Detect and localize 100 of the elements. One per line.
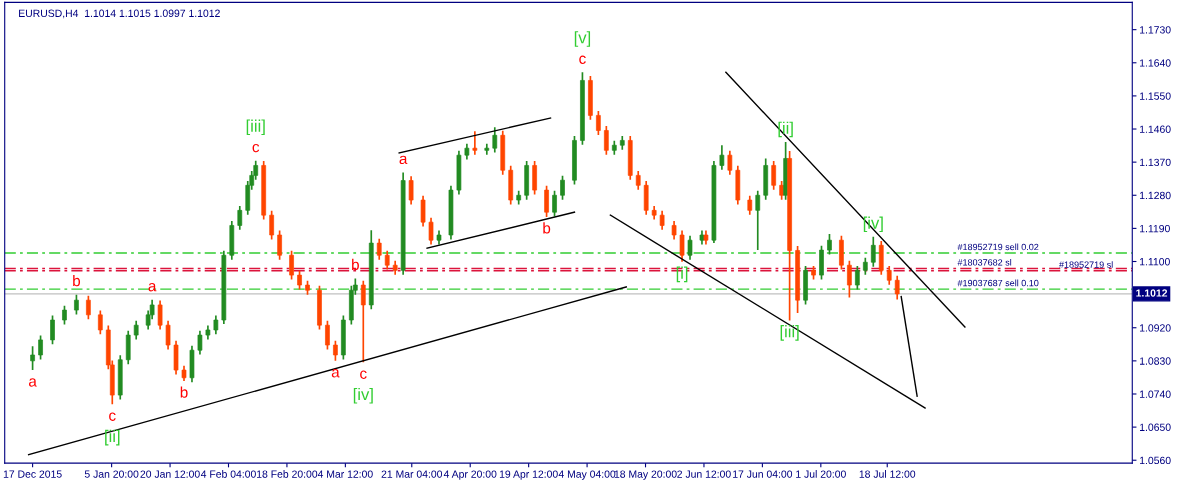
y-tick-label: 1.1370	[1140, 158, 1171, 167]
candlestick	[870, 236, 876, 268]
candlestick	[197, 329, 203, 356]
x-tick-label: 17 Jun 04:00	[733, 470, 793, 478]
x-tick-label: 1 Jul 20:00	[796, 470, 846, 478]
annotation: [i]	[676, 266, 688, 283]
annotation: c	[252, 143, 260, 153]
y-tick-label: 1.1730	[1140, 26, 1171, 34]
candlestick	[687, 234, 693, 261]
x-tick-label: 4 May 04:00	[558, 470, 616, 480]
x-tick-label: 4 Feb 04:00	[200, 470, 256, 478]
candlestick	[659, 209, 665, 231]
candlestick	[747, 194, 753, 216]
candlestick	[333, 339, 338, 362]
candlestick	[360, 279, 366, 364]
x-tick-label: 5 Jan 20:00	[84, 470, 139, 478]
ref-line-label: #19037687 sell 0.10	[957, 279, 1039, 287]
y-tick-label: 1.1550	[1140, 92, 1171, 100]
annotation: b	[543, 222, 551, 234]
annotation: [iii]	[780, 325, 799, 341]
y-tick-label: 1.1190	[1140, 224, 1170, 233]
y-tick-label: 1.0830	[1140, 357, 1171, 365]
x-tick-label: 18 May 20:00	[614, 470, 677, 480]
y-tick-label: 1.1460	[1140, 125, 1171, 133]
candlestick	[62, 304, 67, 326]
candlestick	[237, 205, 243, 231]
x-tick-label: 19 Apr 12:00	[499, 470, 558, 480]
candlestick	[74, 293, 79, 316]
x-tick-label: 21 Mar 04:00	[381, 470, 443, 478]
annotation: c	[109, 412, 116, 421]
candlestick	[420, 194, 426, 228]
candlestick	[428, 216, 434, 246]
annotation: c	[579, 55, 586, 64]
y-tick-label: 1.0740	[1140, 390, 1171, 398]
candlestick	[277, 229, 282, 261]
x-tick-label: 18 Jul 12:00	[859, 470, 916, 478]
candlestick	[596, 110, 601, 136]
y-tick-label: 1.0560	[1140, 456, 1171, 465]
annotation: a	[29, 378, 37, 387]
annotation: [ii]	[105, 429, 120, 446]
ref-line-label: #18037682 sl	[957, 258, 1012, 266]
candlestick	[544, 184, 549, 218]
candlestick	[771, 160, 777, 191]
x-tick-label: 20 Jan 12:00	[140, 470, 200, 478]
candlestick	[97, 309, 103, 336]
candlestick	[384, 249, 390, 271]
annotation: [iii]	[246, 119, 265, 136]
candlestick	[376, 237, 382, 261]
candlestick	[492, 126, 498, 154]
candlestick	[894, 275, 900, 301]
candlestick	[269, 209, 274, 241]
candlestick	[719, 144, 725, 171]
candlestick	[325, 319, 330, 351]
candlestick	[165, 319, 171, 351]
candlestick	[552, 190, 557, 218]
candlestick	[38, 334, 43, 361]
candlestick	[855, 265, 860, 291]
candlestick	[679, 229, 685, 263]
annotation: b	[352, 258, 359, 271]
annotation: b	[180, 386, 188, 398]
x-tick-label: 18 Feb 20:00	[257, 470, 318, 478]
candlestick	[671, 220, 677, 241]
candlestick	[289, 249, 294, 281]
annotation: b	[73, 275, 81, 287]
candlestick	[635, 170, 641, 191]
candlestick	[604, 125, 609, 156]
annotation: [iv]	[353, 387, 373, 404]
candlestick	[50, 314, 55, 346]
annotation: [v]	[574, 31, 591, 47]
y-tick-label: 1.0920	[1140, 324, 1171, 332]
x-tick-label: 4 Mar 12:00	[317, 470, 373, 478]
candlestick	[779, 180, 784, 201]
ref-line-label: 1.1012	[1136, 289, 1168, 297]
candlestick	[827, 233, 832, 256]
candlestick	[727, 149, 733, 176]
candlestick	[408, 175, 414, 206]
ref-line-label: #18952719 sell 0.02	[957, 243, 1039, 251]
ref-line-label: #18952719 sl	[1059, 261, 1113, 268]
candlestick	[847, 259, 852, 299]
y-tick-label: 1.0650	[1140, 423, 1171, 431]
candlestick	[560, 174, 565, 201]
annotation: [ii]	[778, 121, 793, 138]
candlestick	[157, 299, 163, 331]
y-tick-label: 1.1280	[1140, 191, 1171, 200]
candlestick	[755, 190, 761, 251]
x-tick-label: 2 Jun 12:00	[677, 470, 731, 478]
x-tick-label: 17 Dec 2015	[3, 470, 62, 478]
candlestick	[213, 314, 219, 336]
x-tick-label: 4 Apr 20:00	[443, 470, 497, 480]
annotation: c	[360, 370, 367, 379]
y-tick-label: 1.1100	[1140, 258, 1170, 266]
candlestick	[133, 319, 139, 341]
candlestick	[472, 130, 478, 156]
annotation: a	[148, 283, 157, 292]
candlestick	[886, 265, 892, 286]
text: EURUSD,H4 1.1014 1.1015 1.0997 1.1012	[19, 9, 220, 19]
annotation: a	[331, 369, 340, 378]
candlestick	[86, 294, 91, 321]
candlestick	[30, 345, 35, 371]
candlestick	[297, 269, 302, 291]
